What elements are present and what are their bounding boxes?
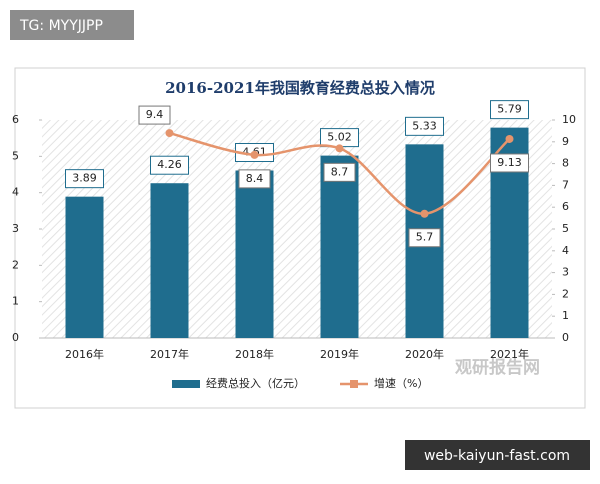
y-tick-label: 6 <box>12 113 19 126</box>
line-label-box <box>323 162 356 182</box>
watermark: web-kaiyun-fast.com <box>424 448 570 464</box>
bar-label-box <box>405 116 444 136</box>
line-marker <box>250 150 259 159</box>
y2-tick-label: 0 <box>562 331 569 344</box>
line-label: 9.4 <box>146 108 164 121</box>
legend-swatch <box>350 380 358 388</box>
x-tick-label: 2021年 <box>490 347 529 361</box>
line-label: 5.7 <box>416 231 434 244</box>
chart-title: 2016-2021年我国教育经费总投入情况 <box>165 79 435 97</box>
bar-label-box <box>490 100 529 120</box>
line-label-box <box>138 105 171 125</box>
x-tick-label: 2016年 <box>65 347 104 361</box>
line-label: 8.7 <box>331 165 349 178</box>
y2-tick-label: 3 <box>562 266 569 279</box>
y2-tick-label: 9 <box>562 135 569 148</box>
bar-label: 4.26 <box>157 158 182 171</box>
line-label-box <box>238 169 271 189</box>
y2-tick-label: 10 <box>562 113 576 126</box>
line-label: 8.4 <box>246 172 264 185</box>
y2-tick-label: 1 <box>562 309 569 322</box>
legend-label: 经费总投入（亿元） <box>206 376 305 390</box>
line-marker <box>420 209 429 218</box>
y2-tick-label: 5 <box>562 222 569 235</box>
y2-tick-label: 7 <box>562 178 569 191</box>
line-marker <box>165 129 174 138</box>
x-tick-label: 2019年 <box>320 347 359 361</box>
y-tick-label: 1 <box>12 295 19 308</box>
line-marker <box>335 144 344 153</box>
y2-tick-label: 2 <box>562 287 569 300</box>
y2-tick-label: 6 <box>562 200 569 213</box>
bar-label-box <box>65 169 104 189</box>
y-tick-label: 3 <box>12 222 19 235</box>
bar <box>320 155 359 338</box>
y-tick-label: 0 <box>12 331 19 344</box>
y2-tick-label: 4 <box>562 244 569 257</box>
bar <box>235 170 274 338</box>
watermark-box <box>10 10 134 40</box>
line-label-box <box>490 153 529 173</box>
y-tick-label: 2 <box>12 258 19 271</box>
bar-label: 3.89 <box>72 172 97 185</box>
plot-background <box>42 120 552 338</box>
bar-label: 5.02 <box>327 131 352 144</box>
legend-label: 增速（%） <box>374 376 428 390</box>
legend-swatch <box>172 380 200 388</box>
bar-label-box <box>150 155 189 175</box>
watermark: TG: MYYJJPP <box>19 18 103 34</box>
bar-label: 5.79 <box>497 103 522 116</box>
y-tick-label: 5 <box>12 149 19 162</box>
bar <box>65 196 104 338</box>
x-tick-label: 2017年 <box>150 347 189 361</box>
x-tick-label: 2020年 <box>405 347 444 361</box>
logo: 观研报告网 <box>454 357 540 378</box>
line-label-box <box>408 228 441 248</box>
line-label: 9.13 <box>497 156 522 169</box>
x-tick-label: 2018年 <box>235 347 274 361</box>
watermark-box <box>405 440 590 470</box>
y-tick-label: 4 <box>12 186 19 199</box>
y2-tick-label: 8 <box>562 157 569 170</box>
line-marker <box>505 134 514 143</box>
bar-label: 5.33 <box>412 119 437 132</box>
line <box>169 131 511 215</box>
bar <box>150 183 189 338</box>
